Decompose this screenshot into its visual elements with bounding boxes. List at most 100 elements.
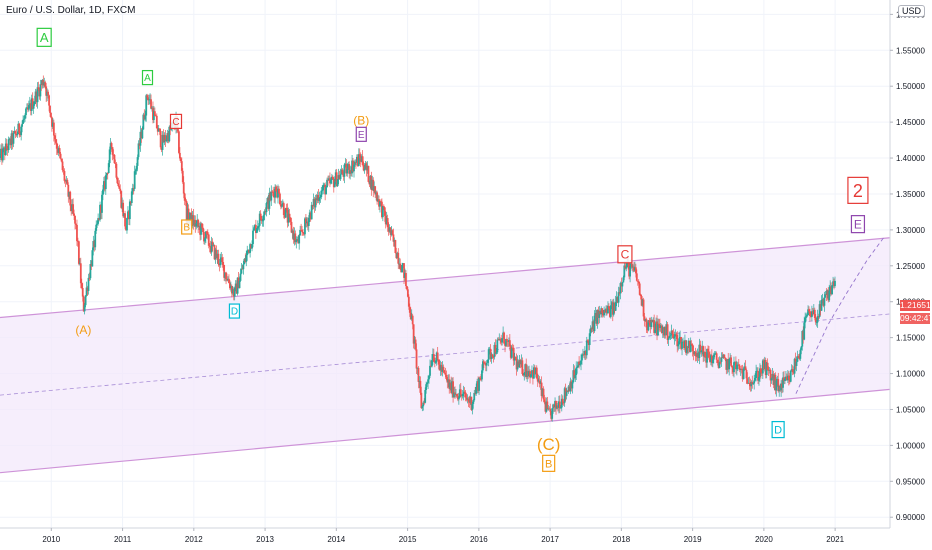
wave-label-box[interactable] [169,113,183,130]
wave-label[interactable]: (C) [537,435,561,454]
wave-label[interactable]: C [172,117,179,128]
currency-selector[interactable]: USD [898,5,926,17]
candle-body [759,368,761,377]
candle-body [387,227,390,232]
candle-body [642,299,645,317]
candle-body [238,280,241,289]
wave-label-box[interactable] [771,420,785,439]
candle-body [821,299,824,301]
candle-body [539,382,542,384]
candle-body [198,225,201,227]
wave-label-box[interactable] [181,219,193,235]
candle-body [574,375,577,379]
candle-body [554,400,556,408]
wave-label[interactable]: (B) [353,113,369,127]
wave-label-box[interactable] [850,215,866,234]
candle-body [249,244,252,253]
candle-body [216,253,219,259]
candle-body [458,389,461,398]
candle-body [717,363,720,368]
candle-body [527,370,530,377]
candle-body [56,148,59,153]
channel-lower-line[interactable] [0,388,891,474]
candle-body [473,392,476,401]
candle-body [753,380,756,384]
candle-body [227,278,229,281]
channel-midline[interactable] [0,313,891,396]
wave-label-box[interactable] [542,454,556,472]
candle-body [555,400,557,409]
wave-label[interactable]: B [545,458,552,470]
candle-body [54,139,57,143]
candle-body [30,98,33,111]
candle-body [178,152,181,159]
candle-body [765,362,768,376]
wave-label[interactable]: E [358,130,365,141]
candle-body [290,221,293,233]
candle-body [726,359,729,370]
candle-body [559,407,562,409]
wave-label[interactable]: B [183,223,190,234]
candle-body [507,340,509,342]
candle-body [360,156,363,162]
candle-body [804,317,807,323]
candle-body [532,367,535,379]
time-axis-tick-label: 2018 [612,535,630,544]
candle-body [550,411,553,419]
wave-label-box[interactable] [36,27,52,47]
candle-body [50,112,52,118]
candle-body [592,321,595,332]
wave-label[interactable]: D [774,425,782,437]
wave-label[interactable]: A [144,73,151,84]
candle-body [89,264,92,279]
candle-body [377,199,379,202]
channel-upper-line[interactable] [0,237,891,319]
candle-body [832,281,834,286]
candle-body [581,354,583,361]
wave-label[interactable]: D [231,307,238,318]
price-axis-tick-label: 1.40000 [896,154,925,163]
candle-body [734,362,736,363]
wave-label-box[interactable] [228,303,241,319]
candle-body [385,218,388,225]
wave-label[interactable]: C [621,248,630,262]
candle-body [652,320,655,322]
projection-path[interactable] [795,237,884,394]
candle-body [76,224,78,242]
wave-label[interactable]: (A) [75,323,91,337]
candle-body [118,186,121,189]
wave-label-box[interactable] [141,69,154,86]
candle-body [585,340,588,356]
candle-body [732,367,734,373]
wave-label-box[interactable] [355,126,367,142]
price-axis-tick-label: 1.00000 [896,441,925,450]
candle-body [587,341,590,346]
candle-body [374,186,377,195]
candle-body [630,263,632,267]
candle-body [731,365,733,368]
candle-body [97,218,100,224]
candle-body [793,358,796,374]
candle-body [782,377,784,388]
candle-body [815,322,818,324]
candle-body [275,186,277,192]
wave-label-box[interactable] [847,176,869,204]
candle-body [196,219,199,224]
wave-label[interactable]: 2 [853,181,863,201]
candle-body [67,184,70,197]
candle-body [182,182,185,194]
candle-body [279,193,281,205]
candle-body [738,365,741,370]
channel-fill [0,237,890,473]
candle-body [693,351,696,355]
candle-body [317,195,320,201]
candle-body [205,231,208,235]
candle-body [540,382,543,397]
wave-label[interactable]: E [854,217,862,231]
candle-body [139,131,142,146]
wave-label[interactable]: A [40,30,49,45]
wave-label-box[interactable] [617,245,633,264]
candle-body [389,227,392,235]
candle-body [716,359,719,364]
